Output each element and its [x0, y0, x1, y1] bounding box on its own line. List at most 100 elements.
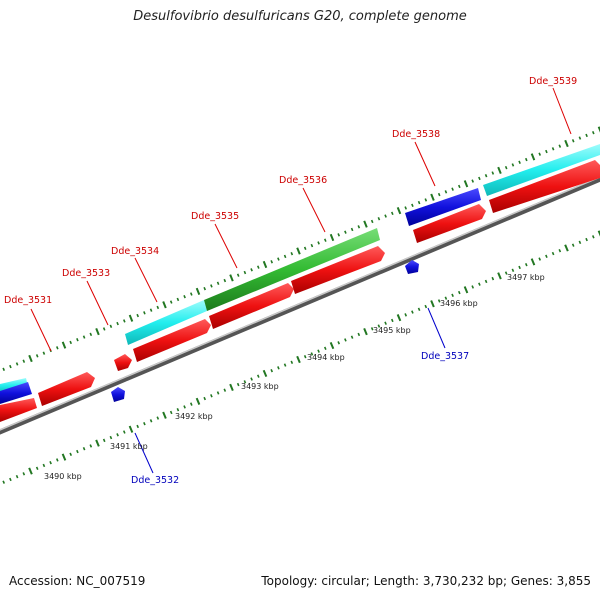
blue-cds-left[interactable]: [0, 382, 32, 404]
leader-dde-3537: [427, 307, 446, 349]
upper-tick: [250, 268, 253, 272]
upper-tick: [310, 243, 314, 248]
gene-arrow-dde-3531-left[interactable]: [0, 398, 37, 422]
lower-tick: [530, 258, 536, 266]
leader-dde-3535: [214, 223, 238, 269]
lower-tick: [128, 425, 134, 433]
blue-cds-right[interactable]: [405, 188, 481, 226]
lower-tick: [9, 477, 12, 482]
upper-tick: [424, 198, 428, 202]
scale-label-3495: 3495 kbp: [373, 326, 411, 335]
upper-tick: [2, 367, 6, 372]
upper-tick: [337, 233, 341, 237]
upper-tick: [149, 308, 153, 312]
tick-row-lower: [2, 230, 600, 484]
lower-tick: [82, 447, 86, 451]
gene-label-dde-3533[interactable]: Dde_3533: [62, 268, 110, 279]
lower-tick: [497, 272, 502, 280]
lower-tick: [223, 388, 227, 392]
green-feature[interactable]: [204, 228, 380, 311]
gene-arrow-dde-3539[interactable]: [489, 160, 600, 213]
upper-tick: [545, 149, 548, 154]
genome-backbone-highlight: [0, 176, 600, 431]
lower-tick: [591, 235, 595, 239]
cyan-feature-right[interactable]: [483, 144, 600, 196]
upper-tick: [223, 278, 227, 283]
lower-tick: [102, 438, 106, 443]
upper-tick: [296, 247, 301, 255]
upper-tick: [463, 180, 469, 188]
upper-tick: [457, 184, 461, 189]
lower-tick: [15, 474, 19, 479]
lower-tick: [28, 467, 33, 475]
lower-tick: [478, 282, 481, 286]
upper-tick: [95, 328, 100, 336]
upper-tick: [344, 230, 347, 234]
upper-tick: [128, 314, 134, 322]
upper-tick: [162, 301, 167, 309]
lower-tick: [396, 314, 402, 322]
lower-tick: [195, 397, 201, 405]
lower-tick: [89, 444, 93, 448]
scale-label-3492: 3492 kbp: [175, 412, 213, 421]
scale-label-3496: 3496 kbp: [440, 299, 478, 308]
lower-tick: [451, 293, 454, 298]
lower-tick: [363, 327, 368, 336]
lower-tick: [558, 249, 562, 253]
gene-arrow-dde-3533[interactable]: [114, 354, 132, 371]
lower-tick: [169, 410, 173, 415]
gene-label-dde-3538[interactable]: Dde_3538: [392, 129, 440, 140]
lower-tick: [538, 257, 542, 261]
gene-arrow-dde-3536[interactable]: [291, 246, 385, 294]
lower-tick: [411, 310, 414, 314]
gene-label-dde-3535[interactable]: Dde_3535: [191, 211, 239, 222]
gene-label-dde-3539[interactable]: Dde_3539: [529, 76, 577, 87]
upper-tick: [15, 362, 19, 366]
upper-tick: [518, 160, 521, 164]
upper-tick: [478, 176, 481, 181]
cyan-feature-mid[interactable]: [125, 300, 207, 345]
gene-label-dde-3531[interactable]: Dde_3531: [4, 295, 52, 306]
lower-tick: [404, 313, 408, 317]
lower-tick: [143, 421, 146, 426]
lower-tick: [417, 307, 421, 311]
gene-arrow-dde-3538[interactable]: [413, 204, 486, 243]
upper-tick: [183, 295, 186, 299]
upper-tick: [551, 147, 555, 151]
lower-tick: [384, 321, 387, 325]
lower-tick: [176, 408, 180, 412]
gene-label-dde-3537[interactable]: Dde_3537: [421, 351, 469, 362]
lower-tick: [122, 430, 126, 434]
lower-tick: [290, 360, 294, 364]
gene-arrow-dde-3534[interactable]: [133, 319, 211, 362]
upper-tick: [451, 187, 454, 191]
upper-tick: [102, 327, 106, 331]
upper-tick: [323, 238, 327, 242]
upper-tick: [370, 219, 374, 224]
gene-arrow-dde-3532[interactable]: [111, 387, 125, 402]
gene-label-dde-3532[interactable]: Dde_3532: [131, 475, 179, 486]
upper-tick: [504, 165, 508, 170]
lower-tick: [256, 374, 260, 378]
lower-tick: [578, 240, 582, 245]
upper-tick: [55, 346, 59, 350]
lower-tick: [571, 243, 575, 247]
upper-tick: [277, 257, 280, 261]
upper-tick: [511, 163, 515, 167]
gene-label-dde-3536[interactable]: Dde_3536: [279, 175, 327, 186]
lower-tick: [471, 285, 475, 289]
lower-tick: [337, 341, 341, 345]
upper-tick: [350, 227, 354, 232]
gene-arrow-dde-3535[interactable]: [209, 283, 294, 329]
lower-tick: [162, 411, 167, 419]
gene-arrow-dde-3537[interactable]: [405, 260, 419, 274]
lower-tick: [61, 453, 67, 461]
gene-label-dde-3534[interactable]: Dde_3534: [111, 246, 159, 257]
upper-tick: [69, 340, 73, 345]
scale-label-3497: 3497 kbp: [507, 273, 545, 282]
lower-tick: [377, 324, 381, 328]
lower-tick: [55, 458, 59, 462]
gene-arrow-dde-3531[interactable]: [38, 372, 95, 406]
lower-tick: [95, 439, 100, 447]
